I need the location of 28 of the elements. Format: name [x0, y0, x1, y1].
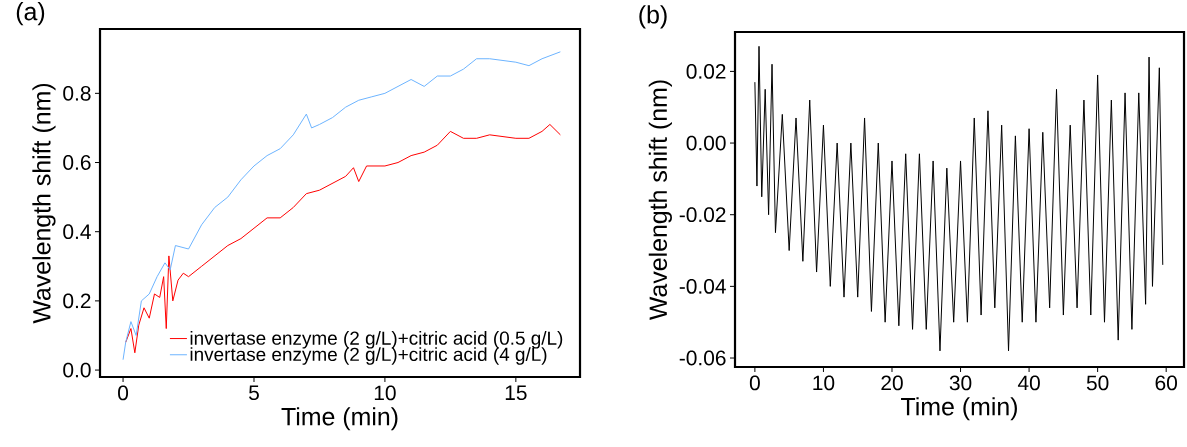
y-tick-label: -0.06 — [679, 350, 726, 366]
y-tick-label: 0.4 — [63, 224, 91, 240]
x-tick-label: 30 — [949, 375, 972, 391]
y-axis-title: Wavelength shift (nm) — [648, 80, 672, 321]
line-series — [754, 45, 1164, 352]
x-tick-label: 15 — [505, 385, 527, 401]
x-tick-label: 10 — [813, 375, 835, 391]
text: (b) — [639, 5, 667, 29]
x-tick-label: 50 — [1086, 375, 1109, 391]
x-tick-label: 40 — [1017, 375, 1040, 391]
y-tick-label: 0.8 — [63, 85, 91, 101]
x-tick-label: 5 — [249, 385, 259, 401]
x-axis-title: Time (min) — [901, 397, 1017, 421]
x-tick-label: 0 — [118, 385, 129, 401]
x-axis-title: Time (min) — [281, 407, 398, 431]
x-tick-label: 10 — [374, 385, 396, 401]
x-tick-label: 20 — [881, 375, 903, 391]
x-tick-label: 0 — [749, 375, 760, 391]
y-tick-label: -0.02 — [679, 207, 726, 223]
y-tick-label: 0.6 — [63, 155, 91, 170]
x-tick-label: 60 — [1155, 375, 1177, 391]
y-tick-label: 0.2 — [63, 293, 91, 309]
y-tick-label: 0.00 — [686, 135, 726, 151]
y-axis-title: Wavelength shift (nm) — [32, 83, 56, 324]
text: (a) — [16, 2, 45, 26]
y-tick-label: 0.0 — [63, 362, 91, 378]
y-tick-label: 0.02 — [686, 63, 726, 79]
y-tick-label: -0.04 — [679, 278, 726, 294]
